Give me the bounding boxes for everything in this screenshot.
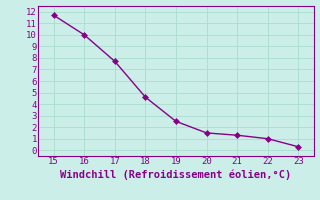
X-axis label: Windchill (Refroidissement éolien,°C): Windchill (Refroidissement éolien,°C) [60, 169, 292, 180]
